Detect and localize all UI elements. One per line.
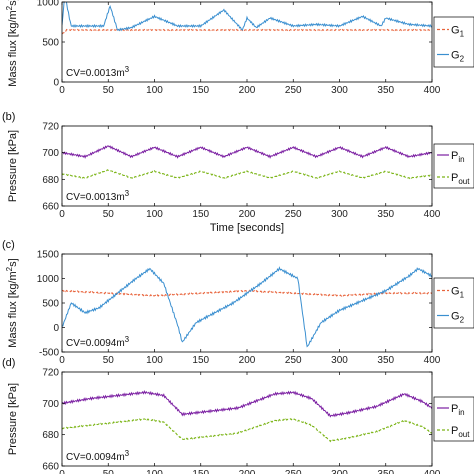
y-tick-label: -500 [39,348,59,359]
x-axis-label: Time [seconds] [210,222,284,234]
panel-2: 0 50 100 150 200 250 300 350 400 660 680 700 720 Pres… [2,111,474,234]
x-tick-label: 250 [285,209,302,220]
legend-entry: Pout [451,425,470,439]
series-line [62,145,432,159]
y-axis-label: Pressure [kPa] [7,383,19,455]
y-tick-label: 1500 [37,250,60,261]
legend-entry: G1 [451,286,465,300]
x-tick-label: 150 [192,469,209,474]
x-tick-label: 300 [331,85,348,96]
x-tick-label: 50 [103,355,115,366]
legend-box [433,16,474,68]
y-tick-label: 1000 [37,274,60,285]
x-tick-label: 350 [377,85,394,96]
cv-annotation: CV=0.0094m3 [66,335,130,349]
cv-annotation: CV=0.0013m3 [66,189,130,203]
x-tick-label: 100 [146,469,163,474]
cv-annotation: CV=0.0094m3 [66,449,130,463]
x-tick-label: 100 [146,85,163,96]
x-tick-label: 400 [424,209,441,220]
x-tick-label: 350 [377,209,394,220]
x-tick-label: 100 [146,355,163,366]
y-tick-label: 0 [53,323,59,334]
legend-entry: Pout [451,172,470,186]
panel-4: 0 50 100 150 200 250 300 350 400 660 680 700 720 Pres… [2,357,474,474]
series-line [62,28,432,35]
x-tick-label: 300 [331,209,348,220]
panel-label: (c) [2,239,15,251]
y-tick-label: 720 [42,368,59,379]
x-tick-label: 200 [239,209,256,220]
x-tick-label: 200 [239,85,256,96]
x-tick-label: 300 [331,355,348,366]
panel-1: 0 50 100 150 200 250 300 350 400 0 500 1000 Mass flu… [5,0,474,96]
series-line [62,417,432,443]
x-tick-label: 50 [103,85,115,96]
x-tick-label: 50 [103,469,115,474]
y-tick-label: 660 [42,202,59,213]
y-tick-label: 700 [42,148,59,159]
x-tick-label: 200 [239,355,256,366]
x-tick-label: 300 [331,469,348,474]
panel-label: (d) [2,357,15,369]
legend-box [433,396,474,442]
legend-entry: G2 [451,311,465,325]
x-tick-label: 200 [239,469,256,474]
x-tick-label: 100 [146,209,163,220]
series-line [62,390,432,418]
y-axis-label: Pressure [kPa] [7,130,19,202]
x-tick-label: 250 [285,355,302,366]
x-tick-label: 250 [285,85,302,96]
panel-label: (b) [2,111,15,123]
x-tick-label: 350 [377,469,394,474]
y-tick-label: 660 [42,462,59,473]
cv-annotation: CV=0.0013m3 [66,65,130,79]
x-tick-label: 150 [192,85,209,96]
x-tick-label: 250 [285,469,302,474]
legend-box [433,143,474,189]
y-tick-label: 700 [42,399,59,410]
series-line [62,289,432,297]
y-tick-label: 680 [42,175,59,186]
x-tick-label: 0 [59,85,65,96]
x-tick-label: 0 [59,355,65,366]
legend-box [433,277,474,329]
legend-entry: Pin [451,403,465,417]
y-tick-label: 720 [42,122,59,133]
y-axis-label: Mass flux [kg/m2s] [5,0,19,87]
x-tick-label: 400 [424,85,441,96]
y-tick-label: 0 [53,78,59,89]
x-tick-label: 350 [377,355,394,366]
x-tick-label: 150 [192,209,209,220]
x-tick-label: 50 [103,209,115,220]
y-tick-label: 500 [42,38,59,49]
legend-entry: Pin [451,150,465,164]
y-tick-label: 1000 [37,0,60,9]
panel-3: 0 50 100 150 200 250 300 350 400-500050010001500… [2,239,474,366]
x-tick-label: 0 [59,209,65,220]
y-axis-label: Mass flux [kg/m2s] [5,258,19,347]
x-tick-label: 400 [424,355,441,366]
y-tick-label: 680 [42,430,59,441]
x-tick-label: 150 [192,355,209,366]
legend-entry: G2 [451,50,465,64]
x-tick-label: 0 [59,469,65,474]
y-tick-label: 500 [42,299,59,310]
x-tick-label: 400 [424,469,441,474]
legend-entry: G1 [451,25,465,39]
series-line [62,2,432,32]
series-line [62,266,432,348]
series-line [62,169,432,180]
